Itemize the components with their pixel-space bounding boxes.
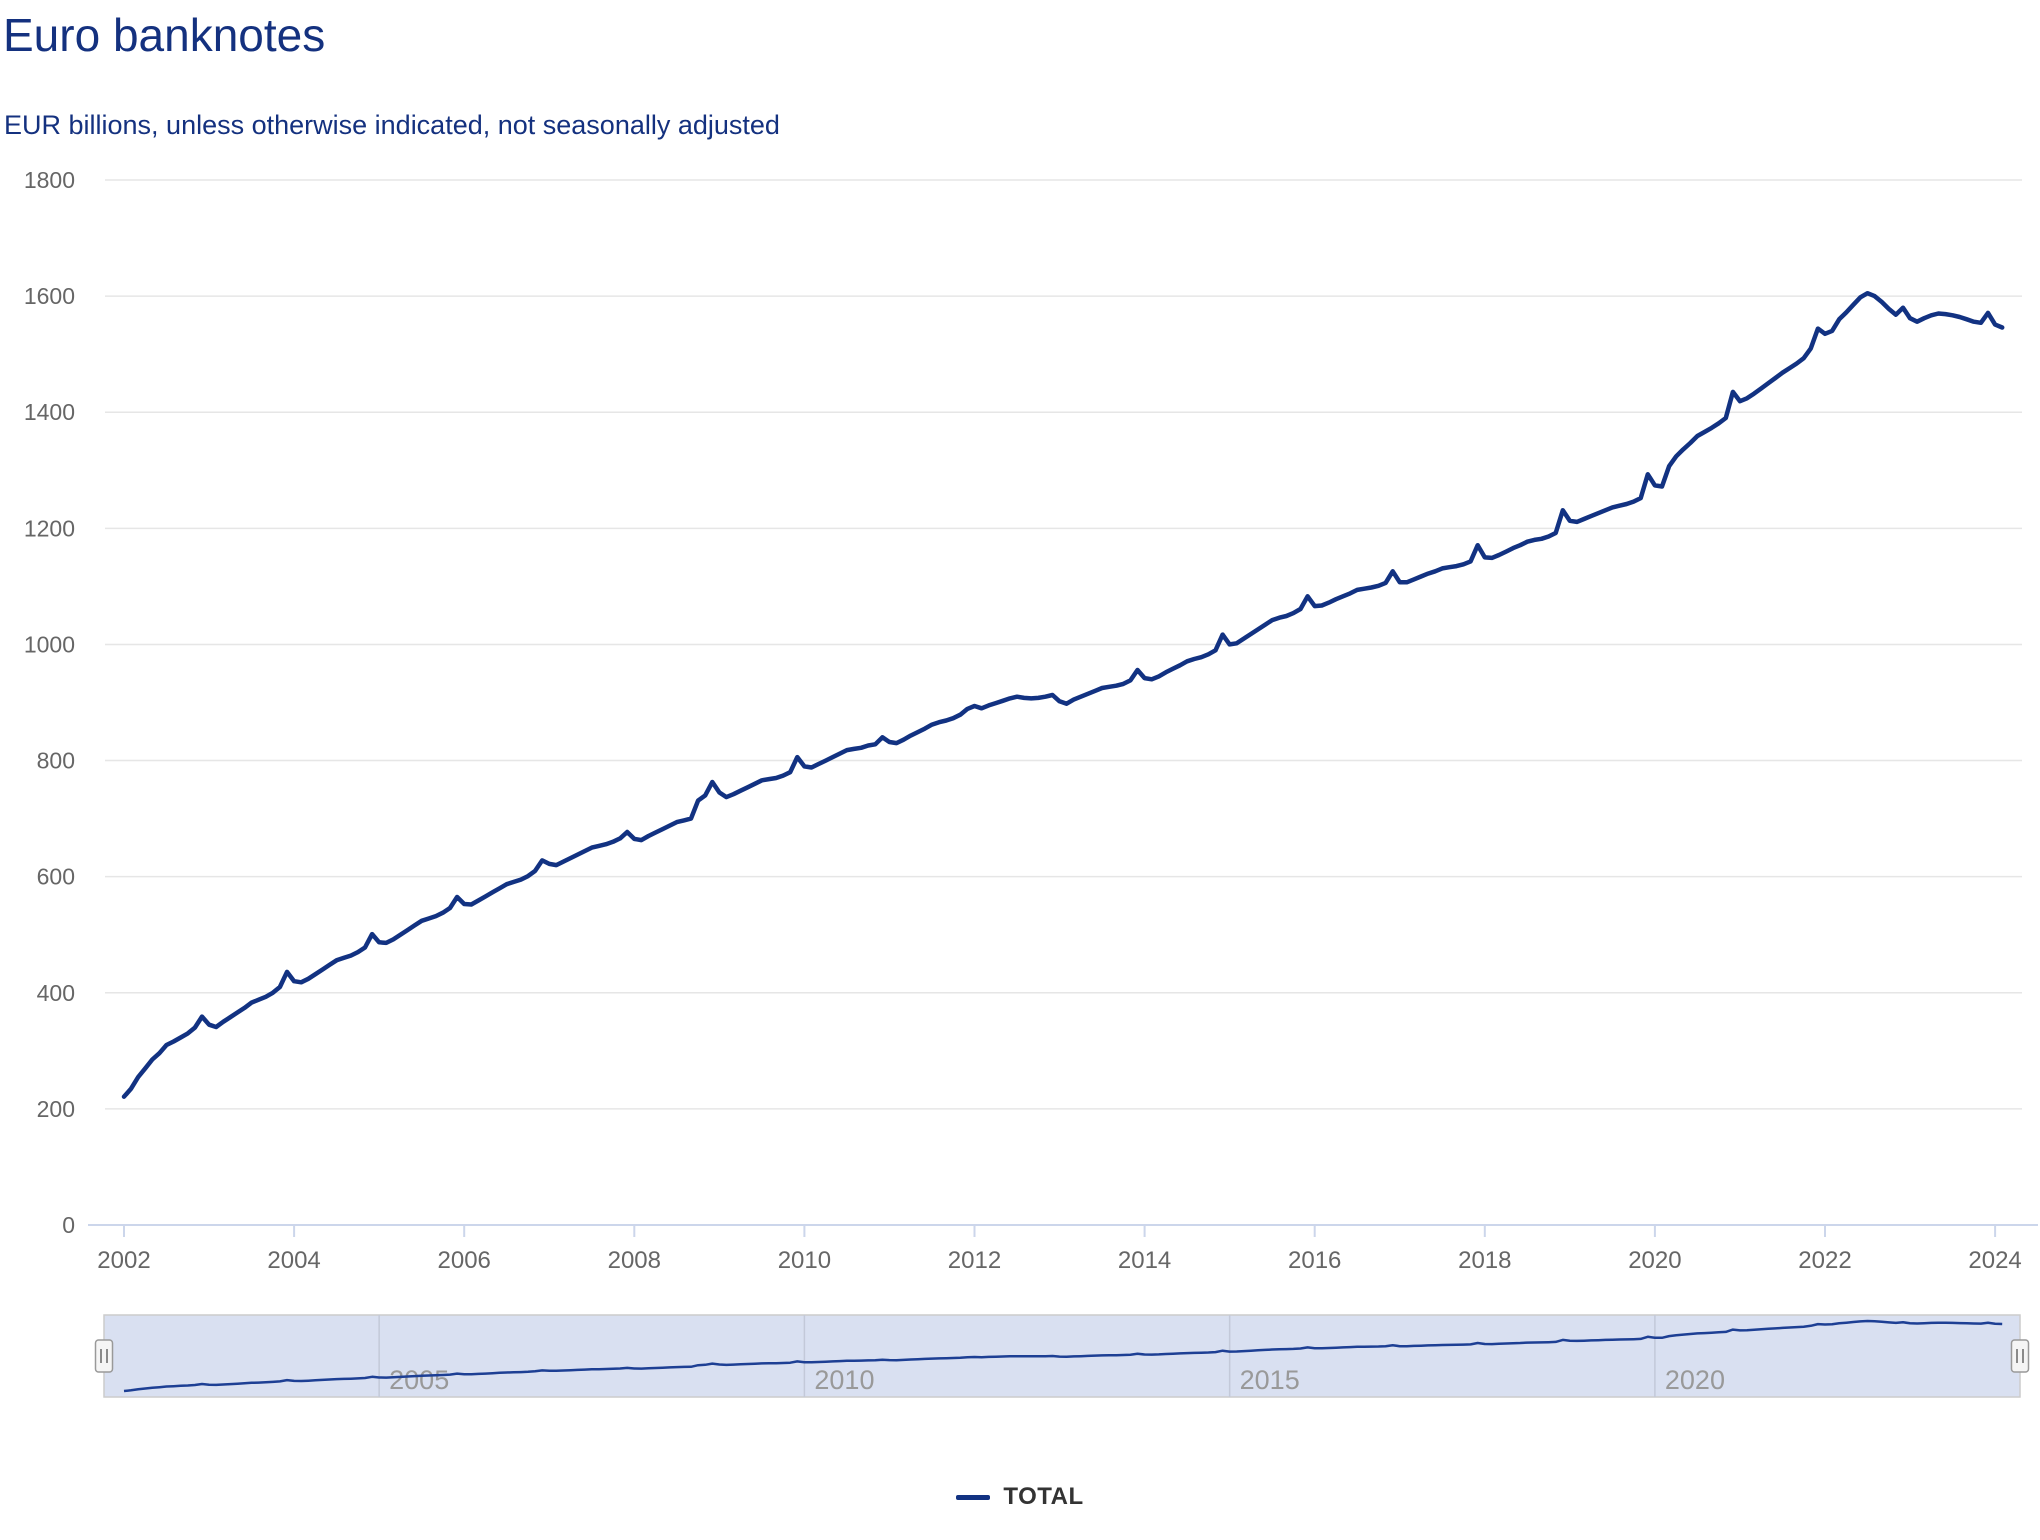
x-tick-label: 2012 [948, 1247, 1001, 1274]
navigator-handle-left-body [94, 1339, 114, 1373]
chart-plot-area[interactable] [105, 180, 2022, 1225]
legend-series-label: TOTAL [1003, 1483, 1084, 1510]
navigator-year-label: 2005 [389, 1365, 449, 1395]
y-tick-label: 1600 [24, 283, 75, 309]
x-tick-label: 2014 [1118, 1247, 1171, 1274]
legend: TOTAL [0, 1483, 2040, 1511]
chart-subtitle: EUR billions, unless otherwise indicated… [4, 110, 780, 140]
navigator-handle-left[interactable] [94, 1339, 114, 1373]
y-tick-label: 1800 [24, 167, 75, 193]
page-title: Euro banknotes [3, 9, 326, 61]
x-tick-label: 2002 [97, 1247, 150, 1274]
x-tick-label: 2008 [608, 1247, 661, 1274]
x-tick-label: 2024 [1968, 1247, 2021, 1274]
x-tick-label: 2006 [438, 1247, 491, 1274]
y-tick-label: 1400 [24, 399, 75, 425]
navigator-handle-right-body [2010, 1339, 2030, 1373]
x-tick-label: 2010 [778, 1247, 831, 1274]
y-tick-label: 1200 [24, 515, 75, 541]
legend-line-icon [956, 1494, 991, 1500]
navigator-series-line [123, 1319, 2003, 1393]
navigator-handle-right[interactable] [2010, 1339, 2030, 1373]
x-tick-label: 2020 [1628, 1247, 1681, 1274]
navigator-year-label: 2015 [1240, 1365, 1300, 1395]
y-tick-label: 800 [37, 748, 75, 774]
x-tick-label: 2004 [267, 1247, 320, 1274]
legend-item-total[interactable]: TOTAL [956, 1483, 1083, 1511]
navigator: 2005 2010 2015 2020 [94, 1314, 2030, 1398]
total-series-line [121, 290, 2005, 1099]
y-tick-label: 1000 [24, 631, 75, 657]
navigator-year-label: 2010 [814, 1365, 874, 1395]
y-gridlines [105, 179, 2022, 1110]
navigator-year-label: 2020 [1665, 1365, 1725, 1395]
x-tick-label: 2022 [1798, 1247, 1851, 1274]
y-tick-label: 600 [37, 864, 75, 890]
y-tick-label: 200 [37, 1096, 75, 1122]
x-tick-label: 2018 [1458, 1247, 1511, 1274]
y-tick-label: 0 [62, 1212, 75, 1238]
x-axis: 2002 2004 2006 2008 2010 2012 2014 2016 2018 2020… [88, 1224, 2038, 1274]
x-tick-label: 2016 [1288, 1247, 1341, 1274]
series-total [121, 290, 2005, 1099]
y-tick-label: 400 [37, 980, 75, 1006]
y-axis-labels: 0 200 400 600 800 1000 1200 1400 1600 1800 [24, 167, 75, 1238]
